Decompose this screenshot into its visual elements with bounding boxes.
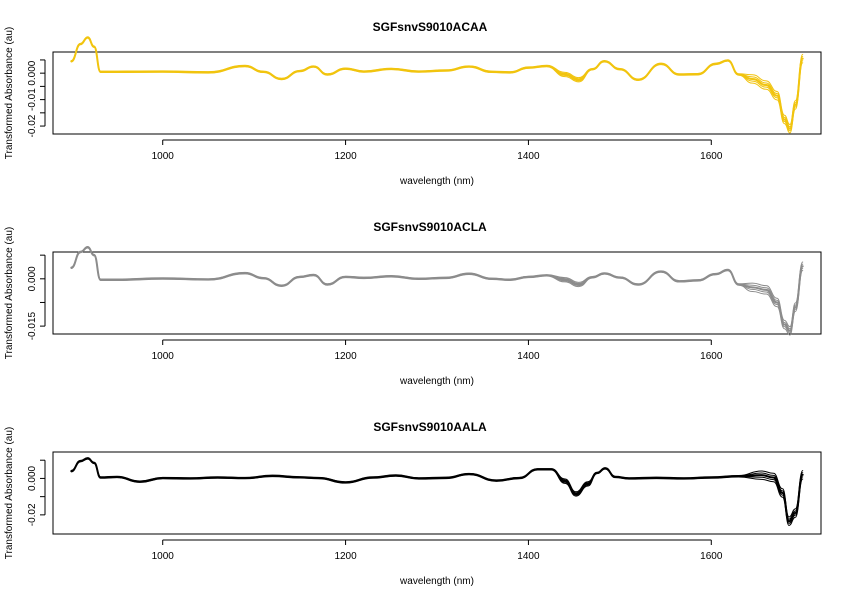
panel-3-y-label: Transformed Absorbance (au) [4,427,15,559]
panel-1-x-tick-label-0: 1000 [152,151,175,162]
panel-2-series-0-line-2 [70,246,804,332]
panel-2-series-0-line-0 [70,246,804,328]
panel-3-x-axis: 1000 1200 1400 1600 [152,539,723,562]
panel-2-title: SGFsnvS9010ACLA [373,220,487,234]
panel-2: SGFsnvS9010ACLA 1000 1200 1400 1600 -0.015 0… [4,220,822,387]
panel-2-series-group [70,246,804,336]
panel-2-x-tick-label-1: 1200 [334,351,357,362]
panel-3-y-axis: -0.02 0.000 [27,459,46,526]
panel-2-x-label: wavelength (nm) [399,376,474,387]
panel-3-series-0-line-0 [70,457,804,518]
panel-1-y-label: Transformed Absorbance (au) [4,27,15,159]
panel-1-x-tick-label-2: 1400 [517,151,540,162]
panel-3-x-tick-label-2: 1400 [517,551,540,562]
panel-1-series-0-line-4 [70,37,804,134]
panel-1-x-label: wavelength (nm) [399,176,474,187]
panel-3-series-0-line-2 [70,457,804,523]
panel-3-x-label: wavelength (nm) [399,576,474,587]
panel-2-series-0-line-4 [70,247,804,336]
panel-2-series-0-line-1 [70,246,804,330]
panel-1-y-tick-label-2: 0.000 [27,60,38,85]
panel-3-series-group [70,457,804,526]
panel-2-series-0-line-3 [70,247,804,334]
panel-2-y-label: Transformed Absorbance (au) [4,227,15,359]
panel-1-y-tick-label-1: -0.01 [27,88,38,111]
panel-1-plot-box [52,51,822,135]
panel-2-x-tick-label-2: 1400 [517,351,540,362]
panel-3-series-0-line-4 [70,458,804,526]
panel-1-title: SGFsnvS9010ACAA [373,20,488,34]
panel-3-title: SGFsnvS9010AALA [373,420,487,434]
panel-3-plot-box [52,451,822,535]
panel-3-y-tick-label-0: -0.02 [27,503,38,526]
panel-1-series-0-line-1 [70,36,804,128]
panel-1-y-axis: -0.02 -0.01 0.000 [27,59,46,137]
panel-2-x-axis: 1000 1200 1400 1600 [152,339,723,362]
panel-2-plot-box [52,251,822,335]
panel-3-series-0-line-3 [70,458,804,524]
panel-2-y-tick-label-0: -0.015 [27,312,38,341]
panel-1-x-tick-label-1: 1200 [334,151,357,162]
panel-3-x-tick-label-1: 1200 [334,551,357,562]
panel-3-x-tick-label-0: 1000 [152,551,175,562]
panel-2-y-tick-label-1: 0.000 [27,266,38,291]
panel-2-x-tick-label-0: 1000 [152,351,175,362]
panel-1-x-tick-label-3: 1600 [700,151,723,162]
panel-1: SGFsnvS9010ACAA 1000 1200 1400 1600 -0.02-0… [4,20,822,187]
panel-3: SGFsnvS9010AALA 1000 1200 1400 1600 -0.02 0.… [4,420,822,587]
panel-3-y-tick-label-1: 0.000 [27,465,38,490]
panel-2-x-tick-label-3: 1600 [700,351,723,362]
panel-1-series-0-line-2 [70,36,804,130]
panel-3-series-0-line-1 [70,457,804,520]
panel-3-x-tick-label-3: 1600 [700,551,723,562]
panel-1-y-tick-label-0: -0.02 [27,114,38,137]
panel-1-series-0-line-0 [70,36,804,126]
panel-2-y-axis: -0.015 0.000 [27,254,46,341]
panel-1-x-axis: 1000 1200 1400 1600 [152,139,723,162]
panel-1-series-group [70,36,804,134]
